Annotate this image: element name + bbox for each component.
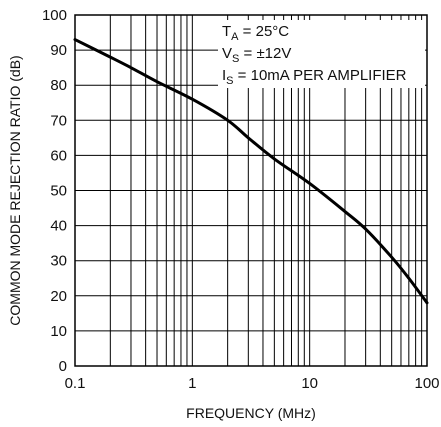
x-tick-label: 10 bbox=[301, 375, 318, 392]
series-layer bbox=[73, 38, 429, 305]
x-tick-label: 100 bbox=[414, 375, 439, 392]
y-tick-label: 50 bbox=[50, 183, 67, 200]
tick-labels: 0.1 1 10 100 0 10 20 30 40 50 60 70 80 90 100 bbox=[42, 7, 440, 392]
y-tick-label: 100 bbox=[42, 7, 67, 24]
y-tick-label: 30 bbox=[50, 253, 67, 270]
plot-frame bbox=[74, 14, 428, 367]
y-tick-label: 20 bbox=[50, 288, 67, 305]
y-tick-label: 10 bbox=[50, 323, 67, 340]
annotation-background bbox=[218, 20, 425, 88]
cmrr-curve bbox=[73, 38, 429, 305]
annotation-line: VS = ±12V bbox=[222, 45, 291, 65]
y-tick-label: 80 bbox=[50, 77, 67, 94]
y-tick-label: 40 bbox=[50, 218, 67, 235]
y-tick-label: 60 bbox=[50, 147, 67, 164]
y-tick-label: 70 bbox=[50, 112, 67, 129]
x-tick-label: 0.1 bbox=[65, 375, 86, 392]
y-tick-label: 0 bbox=[59, 358, 67, 375]
y-tick-label: 90 bbox=[50, 42, 67, 59]
y-axis-title: COMMON MODE REJECTION RATIO (dB) bbox=[7, 55, 23, 325]
annotation-line: IS = 10mA PER AMPLIFIER bbox=[222, 67, 407, 87]
x-tick-label: 1 bbox=[188, 375, 196, 392]
annotation-line: TA = 25°C bbox=[222, 23, 289, 43]
x-axis-title: FREQUENCY (MHz) bbox=[186, 405, 316, 421]
